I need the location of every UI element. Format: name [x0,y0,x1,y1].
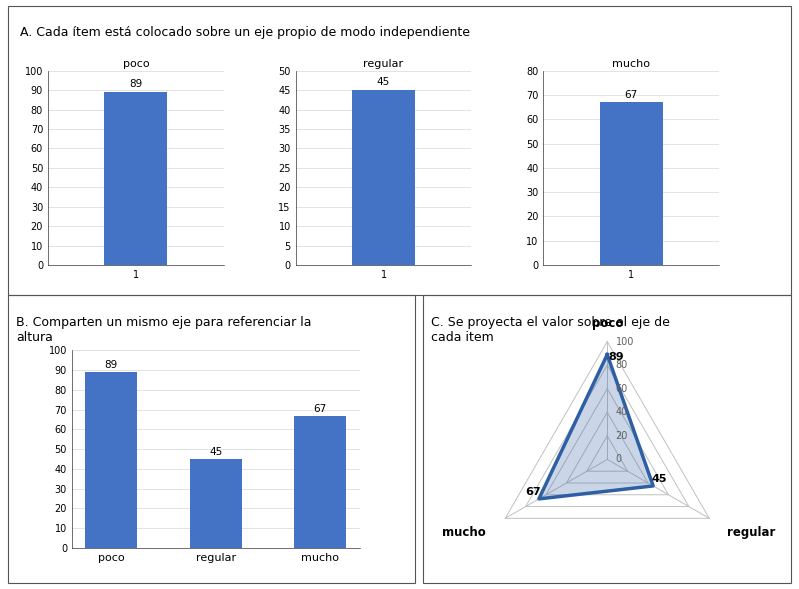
Text: 100: 100 [615,337,634,346]
Polygon shape [539,355,653,499]
Title: poco: poco [122,58,149,68]
Title: mucho: mucho [612,58,650,68]
Text: poco: poco [591,317,623,330]
Text: B. Comparten un mismo eje para referenciar la
altura: B. Comparten un mismo eje para referenci… [16,316,312,344]
Text: 45: 45 [651,474,667,484]
Bar [85,372,137,548]
Text: 89: 89 [609,352,625,362]
Text: 67: 67 [314,403,327,413]
Text: 89: 89 [129,79,142,89]
Text: 45: 45 [377,77,390,87]
Text: 0: 0 [615,455,622,464]
Text: 40: 40 [615,408,628,417]
Text: 60: 60 [615,384,628,393]
Bar [105,92,167,265]
Text: C. Se proyecta el valor sobre el eje de
cada item: C. Se proyecta el valor sobre el eje de … [431,316,670,344]
Text: regular: regular [727,526,775,539]
Bar [600,102,662,265]
Text: 80: 80 [615,360,628,370]
Bar [294,416,347,548]
Text: 20: 20 [615,431,628,441]
Text: 67: 67 [625,90,638,100]
Text: mucho: mucho [442,526,486,539]
Text: 45: 45 [209,447,222,457]
Bar [189,459,242,548]
Text: 89: 89 [105,360,117,370]
Title: regular: regular [364,58,403,68]
Text: A. Cada ítem está colocado sobre un eje propio de modo independiente: A. Cada ítem está colocado sobre un eje … [20,26,470,39]
Text: 67: 67 [525,487,541,497]
Bar [352,90,415,265]
